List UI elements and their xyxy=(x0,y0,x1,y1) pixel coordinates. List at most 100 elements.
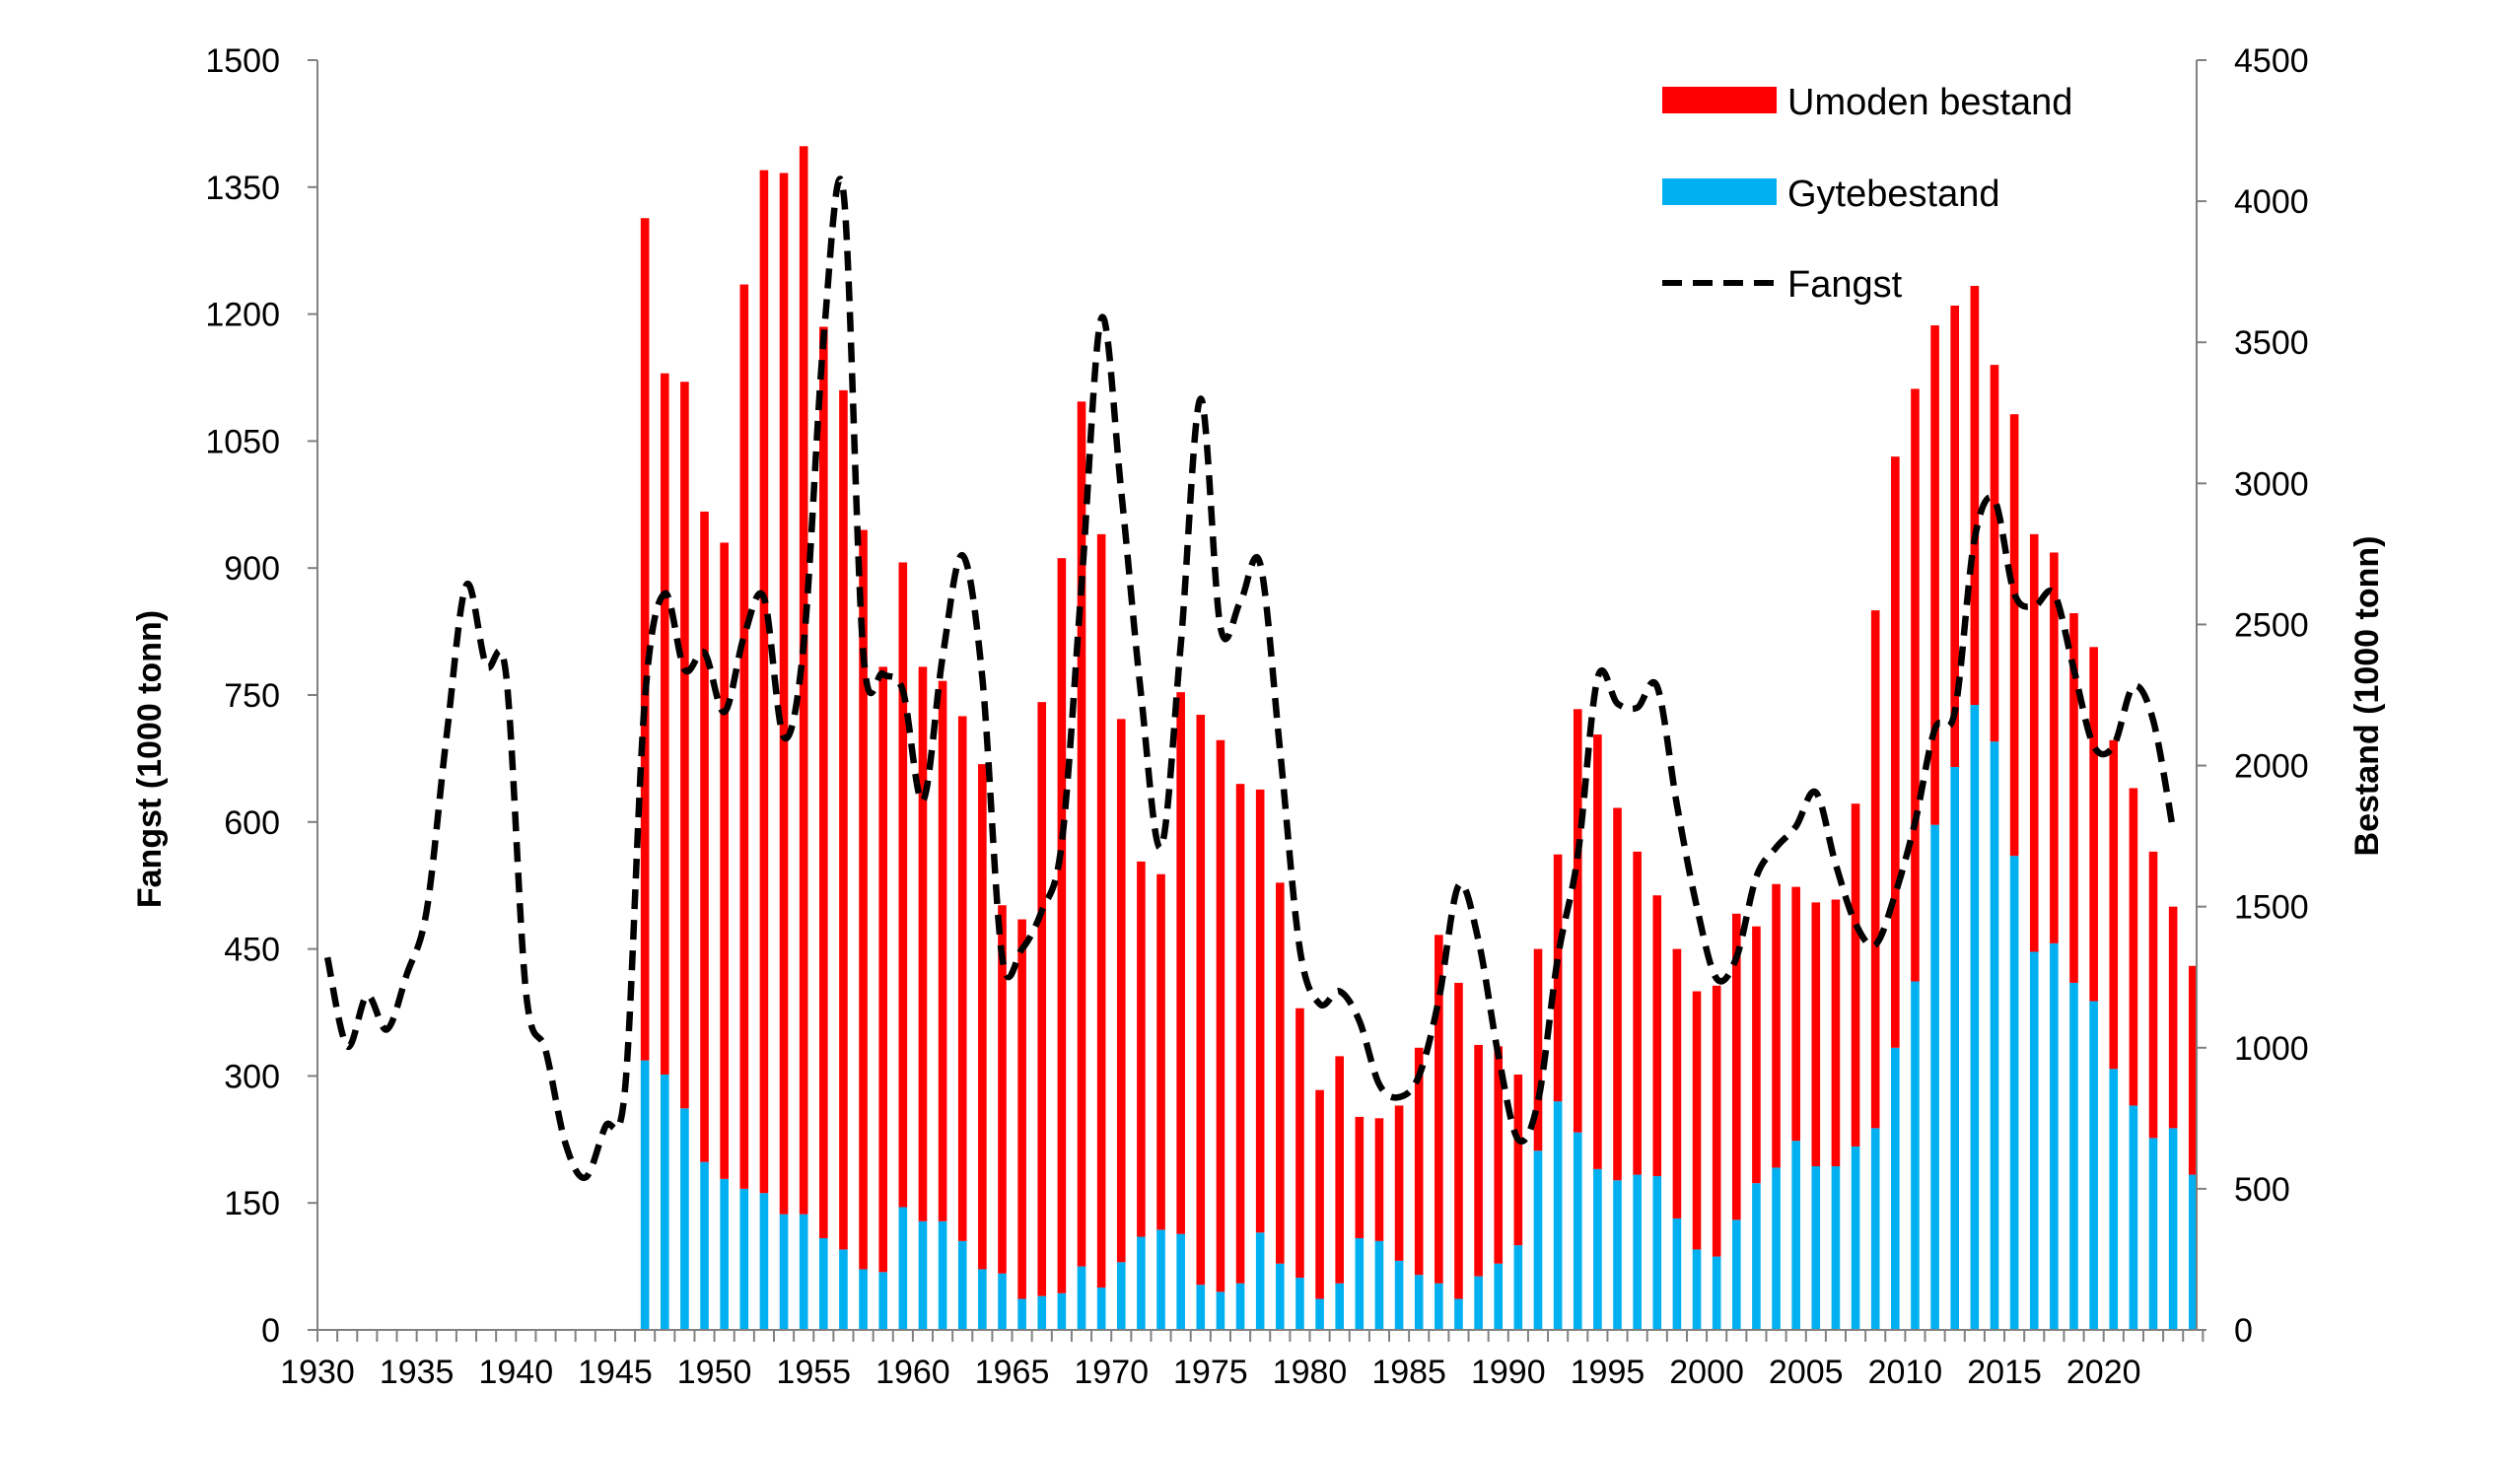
bar-gytebestand xyxy=(1335,1283,1344,1330)
bar-umoden-bestand xyxy=(799,146,808,1215)
right-tick-label: 3500 xyxy=(2234,324,2309,362)
bar-gytebestand xyxy=(1911,981,1920,1330)
bar-umoden-bestand xyxy=(1435,935,1443,1284)
right-tick-label: 3000 xyxy=(2234,465,2309,503)
bar-umoden-bestand xyxy=(1454,982,1463,1299)
bar-umoden-bestand xyxy=(1712,985,1721,1257)
bar-gytebestand xyxy=(1315,1298,1324,1330)
bar-umoden-bestand xyxy=(1255,789,1265,1233)
bar-umoden-bestand xyxy=(1216,739,1225,1292)
bar-umoden-bestand xyxy=(1533,948,1543,1151)
x-tick-label: 1930 xyxy=(280,1354,355,1391)
bar-gytebestand xyxy=(1414,1275,1424,1330)
bar-umoden-bestand xyxy=(918,666,928,1221)
x-tick-label: 1965 xyxy=(975,1354,1050,1391)
bar-umoden-bestand xyxy=(1970,285,1980,706)
bar-umoden-bestand xyxy=(1057,558,1067,1293)
bar-gytebestand xyxy=(700,1161,709,1330)
bar-gytebestand xyxy=(759,1193,769,1330)
bar-umoden-bestand xyxy=(1196,715,1206,1286)
bar-gytebestand xyxy=(720,1178,729,1330)
bar-umoden-bestand xyxy=(700,511,709,1162)
bar-gytebestand xyxy=(878,1272,887,1330)
x-tick-label: 1975 xyxy=(1173,1354,1248,1391)
bar-gytebestand xyxy=(978,1269,987,1330)
bar-umoden-bestand xyxy=(1593,734,1602,1169)
bar-gytebestand xyxy=(2168,1128,2178,1330)
bar-gytebestand xyxy=(1037,1295,1047,1330)
right-tick-label: 500 xyxy=(2234,1171,2290,1209)
bar-umoden-bestand xyxy=(2069,613,2078,983)
x-tick-label: 1970 xyxy=(1074,1354,1149,1391)
bar-gytebestand xyxy=(1752,1183,1761,1330)
x-tick-label: 1995 xyxy=(1571,1354,1645,1391)
bar-umoden-bestand xyxy=(2168,906,2178,1129)
bar-gytebestand xyxy=(1613,1180,1622,1330)
left-axis-title: Fangst (1000 tonn) xyxy=(131,610,169,908)
bar-umoden-bestand xyxy=(1315,1089,1324,1299)
bar-gytebestand xyxy=(2029,951,2039,1330)
left-tick-label: 1350 xyxy=(205,170,280,207)
bar-umoden-bestand xyxy=(1990,365,1999,742)
bar-gytebestand xyxy=(1533,1150,1543,1330)
bar-umoden-bestand xyxy=(1752,926,1761,1184)
bar-umoden-bestand xyxy=(2029,533,2039,952)
bar-umoden-bestand xyxy=(1017,919,1026,1299)
bar-gytebestand xyxy=(1772,1167,1781,1330)
bar-gytebestand xyxy=(2109,1069,2119,1330)
bar-umoden-bestand xyxy=(1137,861,1146,1237)
bar-gytebestand xyxy=(819,1237,828,1330)
bar-gytebestand xyxy=(1454,1298,1463,1330)
x-tick-label: 1945 xyxy=(578,1354,653,1391)
bars-layer xyxy=(640,146,2198,1330)
bar-umoden-bestand xyxy=(1930,325,1939,825)
bar-umoden-bestand xyxy=(1414,1047,1424,1276)
bar-gytebestand xyxy=(1692,1249,1702,1330)
bar-gytebestand xyxy=(1216,1291,1225,1330)
legend: Umoden bestand Gytebestand Fangst xyxy=(1662,82,2072,306)
bar-gytebestand xyxy=(1990,741,1999,1330)
bar-gytebestand xyxy=(1394,1260,1404,1330)
x-tick-label: 1990 xyxy=(1471,1354,1546,1391)
bar-umoden-bestand xyxy=(1831,899,1841,1166)
bar-gytebestand xyxy=(839,1249,848,1330)
bar-umoden-bestand xyxy=(1176,692,1185,1234)
bar-gytebestand xyxy=(1295,1278,1304,1330)
bar-gytebestand xyxy=(1235,1283,1245,1330)
bar-gytebestand xyxy=(1096,1288,1106,1330)
bar-umoden-bestand xyxy=(1474,1044,1483,1277)
bar-umoden-bestand xyxy=(1513,1074,1523,1246)
bar-umoden-bestand xyxy=(1374,1118,1384,1241)
bar-gytebestand xyxy=(1116,1262,1126,1330)
bar-gytebestand xyxy=(1017,1298,1026,1330)
bar-umoden-bestand xyxy=(2129,788,2138,1106)
bar-umoden-bestand xyxy=(720,542,729,1179)
bar-gytebestand xyxy=(1494,1263,1504,1330)
bar-umoden-bestand xyxy=(2109,739,2119,1070)
x-tick-label: 1985 xyxy=(1371,1354,1446,1391)
bar-umoden-bestand xyxy=(1096,533,1106,1288)
bar-gytebestand xyxy=(1435,1283,1443,1330)
right-tick-label: 2500 xyxy=(2234,606,2309,644)
left-tick-label: 900 xyxy=(224,550,280,588)
bar-umoden-bestand xyxy=(2089,647,2098,1002)
bar-umoden-bestand xyxy=(1950,306,1960,767)
bar-umoden-bestand xyxy=(1394,1105,1404,1261)
bar-gytebestand xyxy=(1950,766,1960,1330)
bar-umoden-bestand xyxy=(839,389,848,1250)
bar-umoden-bestand xyxy=(1077,401,1086,1267)
bar-umoden-bestand xyxy=(1672,948,1682,1218)
bar-umoden-bestand xyxy=(1613,807,1622,1181)
bar-gytebestand xyxy=(640,1060,650,1330)
bar-umoden-bestand xyxy=(1851,803,1860,1147)
bar-umoden-bestand xyxy=(2148,851,2158,1139)
axes-layer: 0 150 300 450 600 750 900 1050 1200 1350 1500 0 500 1… xyxy=(205,42,2308,1391)
bar-umoden-bestand xyxy=(759,170,769,1194)
bar-umoden-bestand xyxy=(1037,702,1047,1296)
x-tick-label: 2000 xyxy=(1669,1354,1744,1391)
bar-umoden-bestand xyxy=(680,382,689,1109)
fangst-line xyxy=(323,175,2177,1181)
x-tick-label: 2010 xyxy=(1868,1354,1943,1391)
bar-gytebestand xyxy=(779,1214,789,1330)
right-tick-label: 1500 xyxy=(2234,889,2309,927)
